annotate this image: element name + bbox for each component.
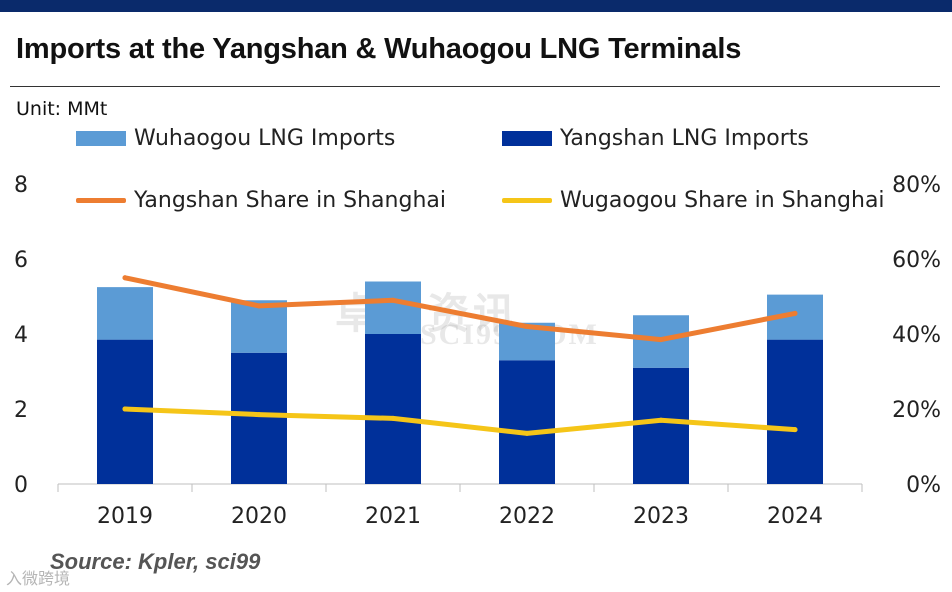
x-axis-label: 2020: [231, 504, 287, 529]
line-wugaogou-share-point-2019: [122, 406, 128, 412]
line-wugaogou-share: [122, 406, 798, 436]
x-axis-label: 2021: [365, 504, 421, 529]
right-axis-label: 0%: [906, 473, 941, 498]
legend-label: Wugaogou Share in Shanghai: [560, 188, 885, 213]
legend-swatch-yangshan-share: [76, 198, 126, 203]
bar-yangshan-2024: [767, 339, 823, 484]
line-wugaogou-share-point-2022: [524, 430, 530, 436]
legend-wugaogou-share: Wugaogou Share in Shanghai: [502, 188, 885, 213]
top-accent-bar: [0, 0, 952, 12]
legend-swatch-wugaogou-share: [502, 198, 552, 203]
right-axis-label: 60%: [892, 248, 941, 273]
x-axis-label: 2024: [767, 504, 823, 529]
line-yangshan-share-point-2023: [658, 337, 664, 343]
bar-wuhaogou-2021: [365, 281, 421, 334]
line-yangshan-share-point-2021: [390, 297, 396, 303]
line-yangshan-share-point-2019: [122, 275, 128, 281]
left-axis-label: 8: [14, 173, 28, 198]
chart-title: Imports at the Yangshan & Wuhaogou LNG T…: [16, 33, 742, 65]
bar-wuhaogou-2019: [97, 287, 153, 340]
legend-label: Wuhaogou LNG Imports: [134, 126, 396, 151]
right-axis-label: 80%: [892, 173, 941, 198]
legend-swatch-wuhaogou: [76, 131, 126, 146]
title-divider: [10, 86, 940, 87]
left-axis-label: 0: [14, 473, 28, 498]
line-yangshan-share: [122, 275, 798, 343]
line-yangshan-share-point-2024: [792, 310, 798, 316]
legend-swatch-yangshan: [502, 131, 552, 146]
source-note: Source: Kpler, sci99: [50, 549, 261, 574]
x-axis-label: 2022: [499, 504, 555, 529]
line-yangshan-share-point-2020: [256, 303, 262, 309]
legend-label: Yangshan LNG Imports: [560, 126, 809, 151]
bar-yangshan-2020: [231, 352, 287, 484]
line-yangshan-share-point-2022: [524, 324, 530, 329]
legend-yangshan-imports: Yangshan LNG Imports: [502, 126, 809, 151]
bar-yangshan-2021: [365, 334, 421, 484]
bar-wuhaogou-2020: [231, 300, 287, 353]
left-axis-label: 2: [14, 398, 28, 423]
right-axis-label: 20%: [892, 398, 941, 423]
line-wugaogou-share-point-2023: [658, 417, 664, 423]
line-wugaogou-share-point-2020: [256, 412, 262, 418]
right-axis-label: 40%: [892, 323, 941, 348]
bar-yangshan-2023: [633, 367, 689, 484]
x-axis-label: 2023: [633, 504, 689, 529]
legend-label: Yangshan Share in Shanghai: [134, 188, 446, 213]
line-wugaogou-share-point-2024: [792, 427, 798, 433]
line-wugaogou-share-point-2021: [390, 415, 396, 421]
unit-label: Unit: MMt: [16, 98, 108, 120]
left-axis-label: 6: [14, 248, 28, 273]
legend-yangshan-share: Yangshan Share in Shanghai: [76, 188, 446, 213]
left-axis-label: 4: [14, 323, 28, 348]
corner-logo: 入微跨境: [6, 571, 71, 588]
legend-wuhaogou-imports: Wuhaogou LNG Imports: [76, 126, 395, 151]
bar-yangshan-2022: [499, 360, 555, 484]
x-axis-label: 2019: [97, 504, 153, 529]
